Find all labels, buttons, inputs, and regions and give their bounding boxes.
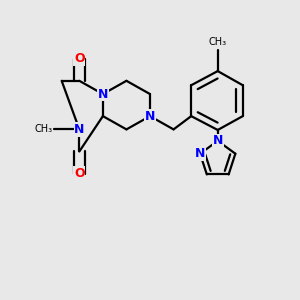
Text: CH₃: CH₃	[209, 37, 227, 47]
Text: N: N	[145, 110, 155, 123]
Text: N: N	[98, 88, 108, 100]
Text: CH₃: CH₃	[35, 124, 53, 134]
Text: N: N	[74, 123, 85, 136]
Text: O: O	[74, 167, 85, 180]
Text: O: O	[74, 52, 85, 65]
Text: N: N	[212, 134, 223, 147]
Text: N: N	[195, 147, 205, 160]
